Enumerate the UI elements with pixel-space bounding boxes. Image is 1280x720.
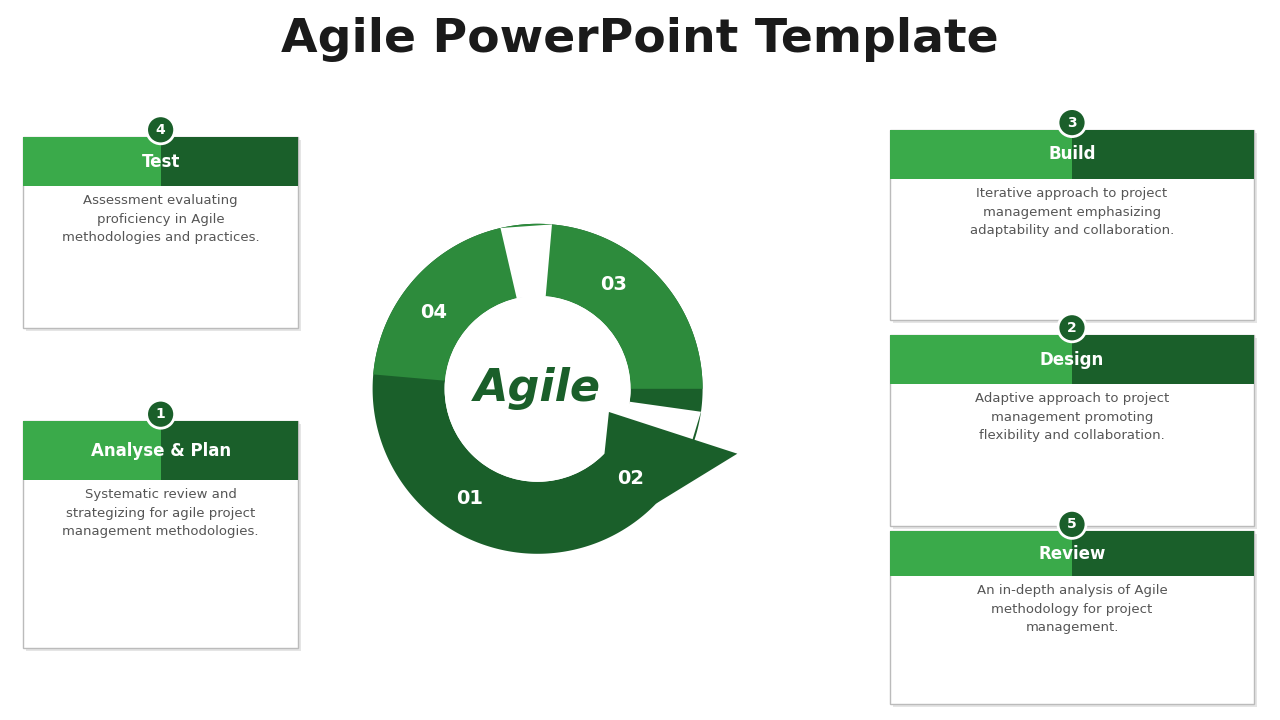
Text: 02: 02 bbox=[617, 469, 644, 488]
Text: 2: 2 bbox=[1068, 321, 1076, 335]
Text: 3: 3 bbox=[1068, 116, 1076, 130]
Polygon shape bbox=[621, 402, 701, 461]
Circle shape bbox=[1059, 109, 1085, 137]
Text: 05: 05 bbox=[649, 410, 676, 430]
FancyBboxPatch shape bbox=[890, 531, 1073, 576]
Circle shape bbox=[147, 400, 174, 428]
FancyBboxPatch shape bbox=[890, 130, 1073, 179]
Text: Systematic review and
strategizing for agile project
management methodologies.: Systematic review and strategizing for a… bbox=[63, 488, 259, 538]
Text: Adaptive approach to project
management promoting
flexibility and collaboration.: Adaptive approach to project management … bbox=[975, 392, 1169, 442]
Circle shape bbox=[147, 116, 174, 144]
FancyBboxPatch shape bbox=[892, 132, 1257, 323]
Polygon shape bbox=[604, 412, 737, 503]
FancyBboxPatch shape bbox=[161, 137, 298, 186]
Text: 04: 04 bbox=[420, 303, 447, 323]
Circle shape bbox=[1059, 510, 1085, 539]
Circle shape bbox=[1059, 314, 1085, 342]
FancyBboxPatch shape bbox=[23, 137, 161, 186]
FancyBboxPatch shape bbox=[892, 338, 1257, 528]
Text: 01: 01 bbox=[456, 489, 483, 508]
FancyBboxPatch shape bbox=[23, 421, 298, 648]
Text: Analyse & Plan: Analyse & Plan bbox=[91, 441, 230, 459]
Polygon shape bbox=[372, 224, 703, 554]
Text: Test: Test bbox=[142, 153, 179, 171]
Polygon shape bbox=[374, 224, 703, 389]
Text: Build: Build bbox=[1048, 145, 1096, 163]
Text: 4: 4 bbox=[156, 123, 165, 137]
FancyBboxPatch shape bbox=[23, 137, 298, 328]
Text: Design: Design bbox=[1039, 351, 1105, 369]
Text: Assessment evaluating
proficiency in Agile
methodologies and practices.: Assessment evaluating proficiency in Agi… bbox=[61, 194, 260, 244]
Text: Agile: Agile bbox=[474, 367, 602, 410]
FancyBboxPatch shape bbox=[26, 424, 301, 651]
FancyBboxPatch shape bbox=[890, 335, 1254, 526]
Circle shape bbox=[444, 296, 631, 482]
Text: 5: 5 bbox=[1068, 518, 1076, 531]
FancyBboxPatch shape bbox=[26, 140, 301, 330]
Text: 1: 1 bbox=[156, 408, 165, 421]
Text: An in-depth analysis of Agile
methodology for project
management.: An in-depth analysis of Agile methodolog… bbox=[977, 585, 1167, 634]
FancyBboxPatch shape bbox=[23, 421, 161, 480]
FancyBboxPatch shape bbox=[890, 130, 1254, 320]
Text: Iterative approach to project
management emphasizing
adaptability and collaborat: Iterative approach to project management… bbox=[970, 187, 1174, 237]
FancyBboxPatch shape bbox=[1073, 130, 1254, 179]
FancyBboxPatch shape bbox=[1073, 335, 1254, 384]
FancyBboxPatch shape bbox=[892, 534, 1257, 707]
Text: Review: Review bbox=[1038, 545, 1106, 563]
FancyBboxPatch shape bbox=[890, 531, 1254, 704]
Text: 03: 03 bbox=[600, 275, 627, 294]
Text: Agile PowerPoint Template: Agile PowerPoint Template bbox=[282, 17, 998, 63]
Polygon shape bbox=[500, 225, 552, 298]
FancyBboxPatch shape bbox=[890, 335, 1073, 384]
FancyBboxPatch shape bbox=[1073, 531, 1254, 576]
FancyBboxPatch shape bbox=[161, 421, 298, 480]
